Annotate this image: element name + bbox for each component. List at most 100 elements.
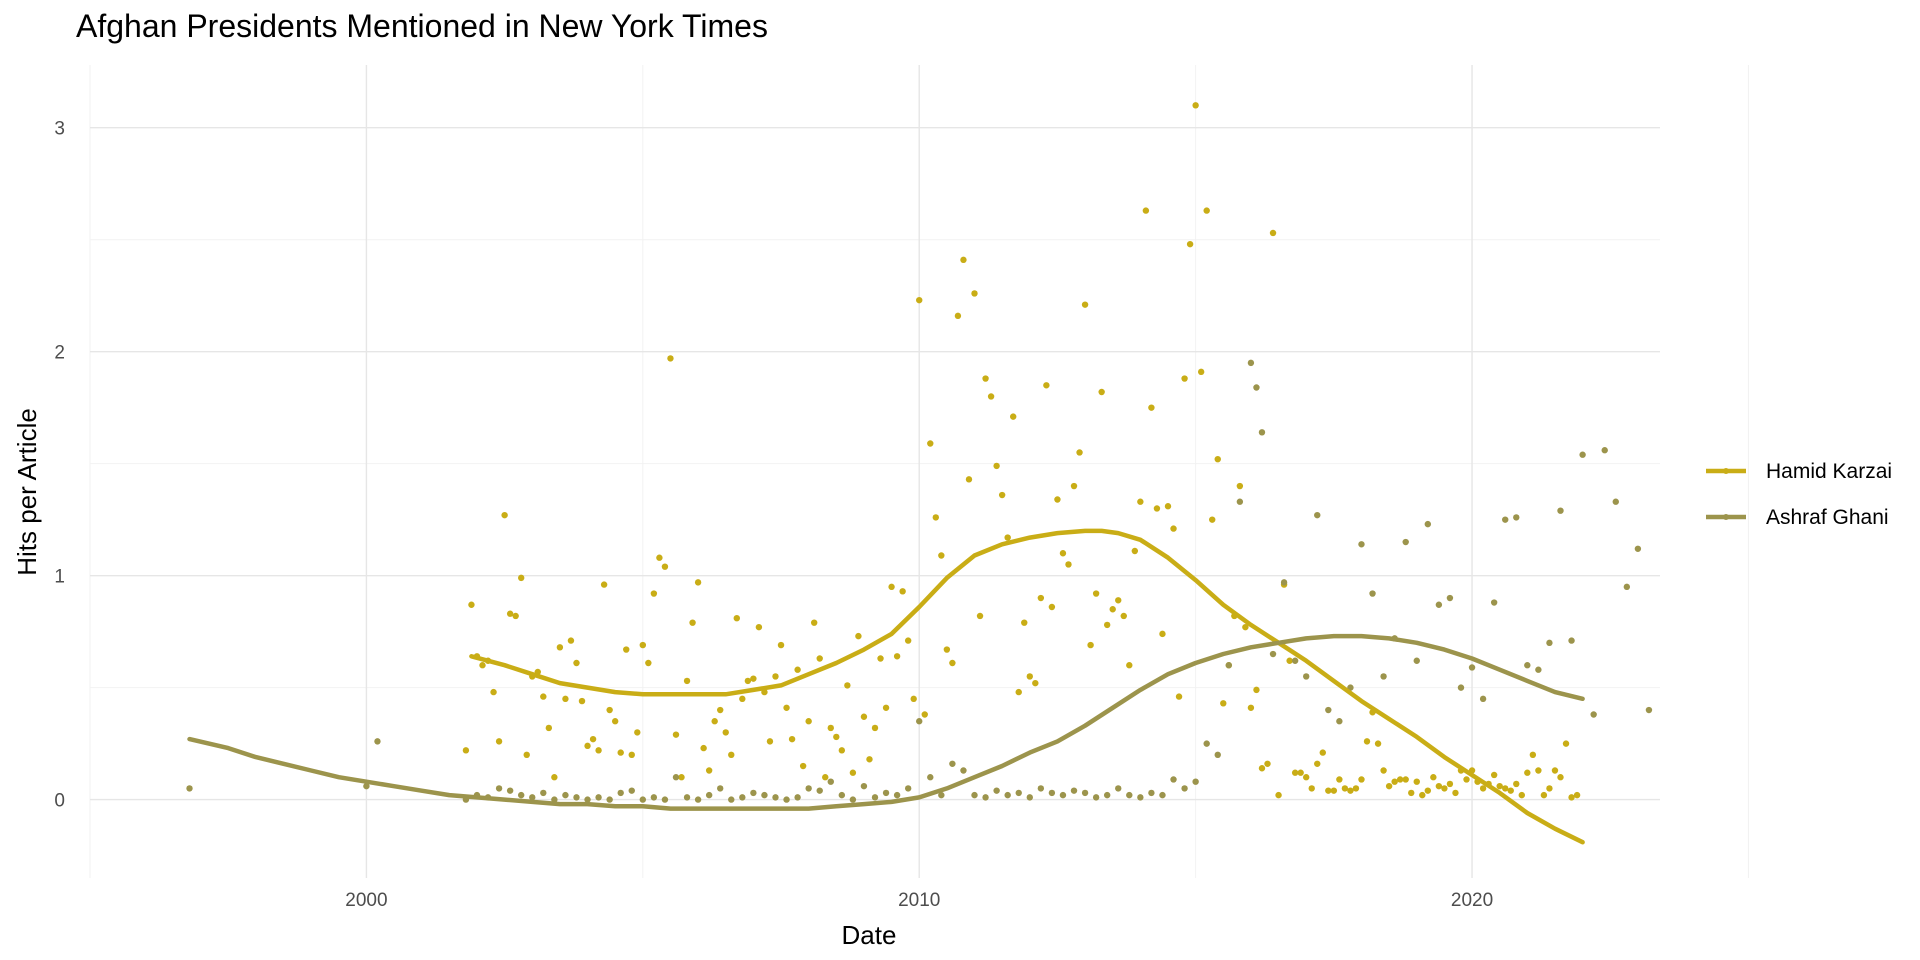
data-point (899, 588, 906, 595)
data-point (728, 796, 735, 803)
data-point (1302, 774, 1310, 781)
data-point (623, 646, 630, 653)
data-point (1225, 662, 1233, 669)
data-point (501, 511, 508, 519)
data-point (777, 641, 785, 649)
data-point (1341, 785, 1349, 792)
data-point (794, 794, 801, 801)
data-point (1220, 700, 1227, 707)
data-point (584, 796, 591, 803)
data-point (1490, 771, 1498, 779)
data-point (490, 688, 497, 696)
data-point (650, 794, 658, 801)
y-axis-label: Hits per Article (12, 408, 42, 576)
data-point (1457, 684, 1465, 691)
data-point (717, 785, 724, 792)
data-point (717, 706, 724, 714)
data-marks (186, 102, 1653, 845)
data-point (1186, 240, 1194, 248)
data-point (1557, 507, 1564, 514)
data-point (705, 767, 713, 774)
data-point (1203, 207, 1210, 214)
data-point (1535, 666, 1542, 673)
data-point (1286, 657, 1293, 664)
data-point (866, 756, 873, 763)
data-point (567, 637, 575, 644)
data-point (1424, 787, 1432, 794)
data-point (1540, 791, 1548, 799)
data-point (1551, 767, 1559, 774)
data-point (672, 774, 680, 781)
data-point (545, 724, 553, 732)
data-point (1048, 789, 1056, 797)
data-point (1568, 794, 1575, 801)
data-point (805, 785, 812, 792)
data-point (938, 791, 945, 799)
data-point (1098, 388, 1105, 396)
data-point (1181, 375, 1188, 382)
data-point (1363, 738, 1371, 745)
data-point (1092, 794, 1100, 801)
data-point (904, 637, 912, 644)
data-point (1513, 514, 1520, 521)
data-point (661, 563, 669, 570)
data-point (529, 794, 536, 801)
data-point (882, 789, 890, 797)
data-point (788, 735, 796, 743)
data-point (921, 711, 928, 718)
data-point (1557, 774, 1564, 781)
data-point (1513, 780, 1520, 788)
data-point (855, 632, 862, 640)
data-point (799, 762, 807, 770)
data-point (1181, 785, 1188, 792)
data-point (877, 655, 884, 662)
data-point (1236, 498, 1244, 505)
data-point (827, 724, 834, 732)
data-point (849, 796, 857, 803)
data-point (1336, 776, 1343, 783)
data-point (766, 738, 774, 745)
data-point (1269, 650, 1277, 658)
data-point (1081, 789, 1089, 797)
data-point (1524, 769, 1531, 776)
data-point (1468, 664, 1476, 671)
data-point (1452, 789, 1459, 797)
data-point (1623, 583, 1631, 591)
data-point (1308, 785, 1315, 792)
data-point (860, 782, 868, 790)
data-point (556, 644, 564, 651)
data-point (844, 682, 851, 689)
data-point (750, 675, 757, 682)
data-point (1242, 623, 1249, 631)
data-point (1579, 451, 1586, 458)
data-point (694, 796, 702, 803)
data-point (611, 718, 619, 725)
data-point (943, 646, 951, 653)
data-point (667, 355, 674, 362)
data-point (186, 785, 193, 792)
tick-labels: 2000 2010 2020 0 1 2 3 (54, 119, 1493, 911)
data-point (1142, 207, 1150, 214)
data-point (1562, 740, 1570, 747)
data-point (1153, 505, 1161, 512)
data-point (893, 653, 901, 660)
data-point (1081, 301, 1089, 308)
data-point (1258, 765, 1266, 772)
data-point (595, 747, 602, 754)
data-point (1236, 482, 1244, 490)
data-point (517, 574, 525, 582)
data-point (1529, 751, 1537, 759)
data-point (987, 393, 995, 400)
data-point (1103, 791, 1111, 799)
data-point (838, 747, 846, 754)
data-point (1441, 785, 1448, 792)
data-point (739, 695, 746, 703)
data-point (822, 774, 829, 781)
legend-label: Ashraf Ghani (1766, 506, 1889, 529)
data-point (910, 695, 917, 703)
data-point (1209, 516, 1216, 523)
trend-line (187, 633, 1585, 811)
data-point (960, 767, 967, 774)
data-point (1247, 704, 1255, 711)
data-point (982, 794, 989, 801)
